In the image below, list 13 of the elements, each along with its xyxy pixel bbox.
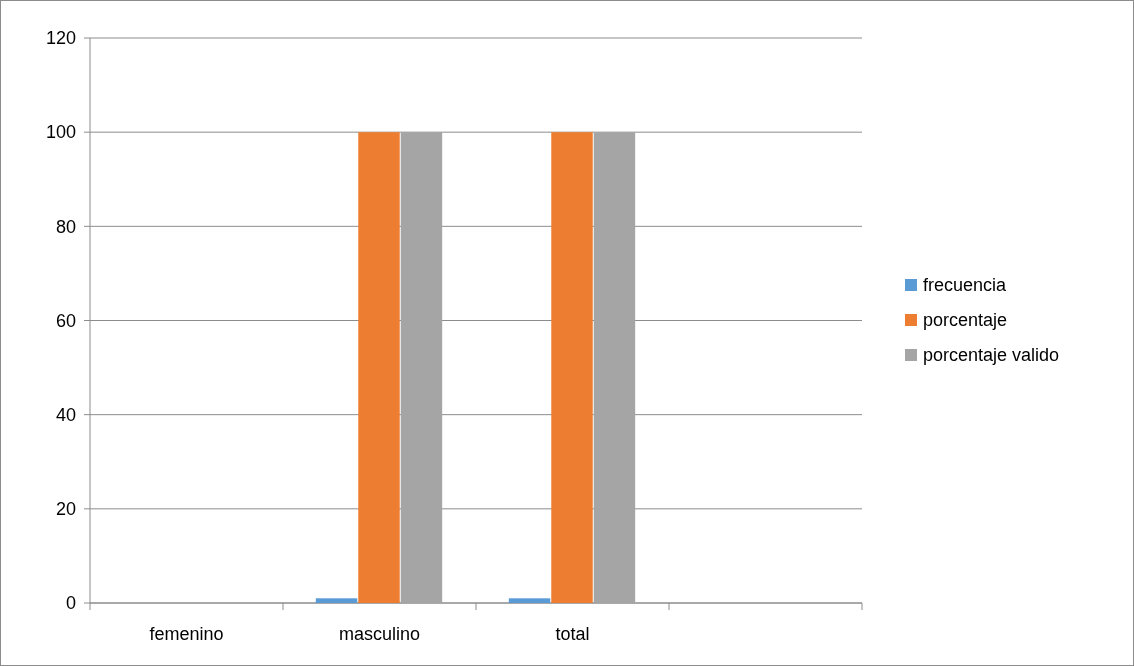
legend-label: porcentaje valido bbox=[923, 345, 1060, 366]
y-tick-label: 0 bbox=[65, 593, 76, 614]
y-tick-label: 60 bbox=[55, 310, 76, 331]
legend-label: porcentaje bbox=[923, 310, 1008, 331]
legend-label: frecuencia bbox=[923, 275, 1008, 296]
y-tick-label: 20 bbox=[55, 499, 76, 520]
y-tick-label: 80 bbox=[55, 216, 76, 237]
y-tick-label: 120 bbox=[45, 28, 76, 49]
x-tick-label: femenino bbox=[149, 624, 224, 644]
y-tick-label: 40 bbox=[55, 404, 76, 425]
y-tick-label: 100 bbox=[45, 122, 76, 143]
x-tick-label: total bbox=[555, 624, 590, 644]
x-tick-label: masculino bbox=[338, 624, 421, 644]
